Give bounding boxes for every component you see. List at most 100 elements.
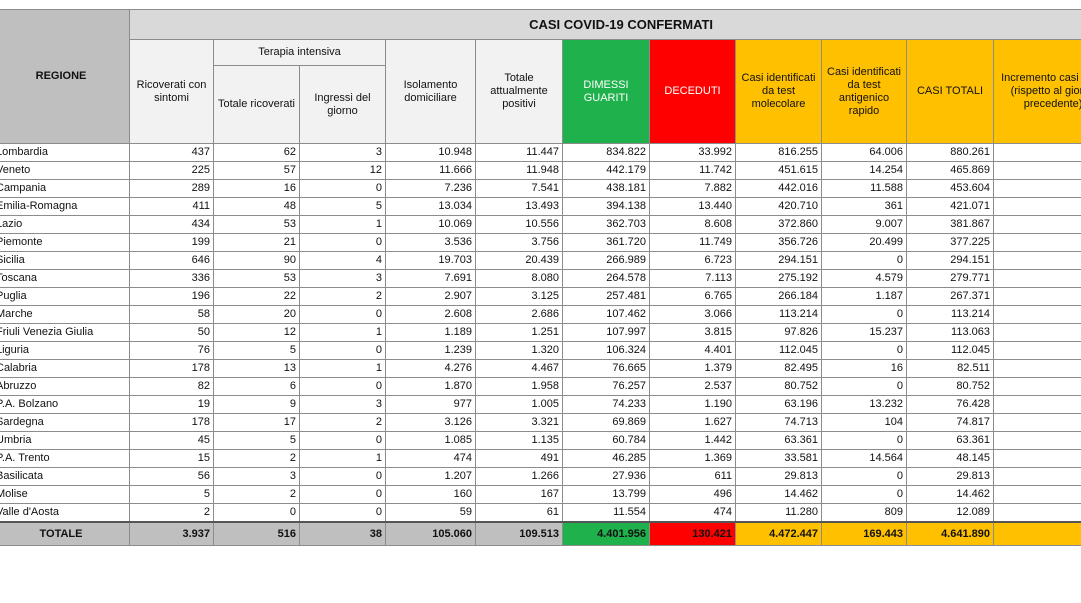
value-cell: 5: [299, 197, 386, 216]
value-cell: 17: [213, 413, 300, 432]
value-cell: 45: [129, 431, 214, 450]
table-row: P.A. Trento 15 2 1 474 491 46.285 1.369 33.581 14…: [0, 449, 1081, 468]
value-cell: 8.080: [475, 269, 563, 288]
header-regione: REGIONE: [0, 9, 130, 144]
value-cell: 97.826: [735, 323, 822, 342]
value-cell: 80.752: [735, 377, 822, 396]
value-cell: 7.882: [649, 179, 736, 198]
value-cell: 74.713: [735, 413, 822, 432]
value-cell: 4: [299, 251, 386, 270]
table-row: Umbria45501.0851.13560.7841.44263.361063…: [0, 431, 1081, 450]
value-cell: 2: [213, 449, 300, 468]
value-cell: 69.869: [562, 413, 650, 432]
value-cell: 10.948: [385, 143, 476, 162]
value-cell: 280: [992, 197, 1081, 216]
value-cell: 2: [299, 413, 386, 432]
value-cell: 1: [992, 485, 1081, 504]
value-cell: 29.813: [735, 467, 822, 486]
value-cell: 83: [992, 305, 1081, 324]
value-cell: 62: [213, 143, 300, 162]
value-cell: 2: [213, 485, 300, 504]
value-cell: 59: [992, 341, 1081, 360]
header-isolamento: Isolamento domiciliare: [385, 39, 476, 144]
region-cell: Puglia: [0, 287, 130, 306]
value-cell: 0: [821, 305, 907, 324]
value-cell: 0: [821, 431, 907, 450]
region-cell: Veneto: [0, 161, 130, 180]
value-cell: 61: [475, 503, 563, 523]
value-cell: 82.495: [735, 359, 822, 378]
value-cell: 0: [821, 485, 907, 504]
value-cell: 12: [213, 323, 300, 342]
value-cell: 438.181: [562, 179, 650, 198]
value-cell: 6: [213, 377, 300, 396]
value-cell: 1.369: [649, 449, 736, 468]
value-cell: 474: [385, 449, 476, 468]
value-cell: 0: [299, 179, 386, 198]
value-cell: 80.752: [906, 377, 994, 396]
table-row: Friuli Venezia Giulia 50 12 1 1.189 1.251 107.…: [0, 323, 1081, 342]
value-cell: 107.997: [562, 323, 650, 342]
value-cell: 1.442: [649, 431, 736, 450]
value-cell: 56: [129, 467, 214, 486]
value-cell: 6.765: [649, 287, 736, 306]
value-cell: 33.581: [735, 449, 822, 468]
value-cell: 12: [299, 161, 386, 180]
value-cell: 196: [129, 287, 214, 306]
value-cell: 1.187: [821, 287, 907, 306]
header-ricoverati: Ricoverati con sintomi: [129, 39, 214, 144]
value-cell: 11.742: [649, 161, 736, 180]
value-cell: 74.817: [906, 413, 994, 432]
value-cell: 236: [992, 179, 1081, 198]
value-cell: 465.869: [906, 161, 994, 180]
value-cell: 1.320: [475, 341, 563, 360]
value-cell: 275.192: [735, 269, 822, 288]
value-cell: 6: [992, 503, 1081, 523]
table-row: Veneto225571211.66611.948442.17911.74245…: [0, 161, 1081, 180]
value-cell: 58: [992, 395, 1081, 414]
value-cell: 215: [992, 269, 1081, 288]
value-cell: 14.462: [906, 485, 994, 504]
value-cell: 0: [299, 467, 386, 486]
value-cell: 82.511: [906, 359, 994, 378]
value-cell: 4.276: [385, 359, 476, 378]
header-title: CASI COVID-19 CONFERMATI: [128, 9, 1081, 40]
value-cell: 0: [213, 503, 300, 523]
table-row: P.A. Bolzano 19 9 3 977 1.005 74.233 1.190 63.19…: [0, 395, 1081, 414]
value-cell: 76.428: [906, 395, 994, 414]
value-cell: 420.710: [735, 197, 822, 216]
table-row: Lombardia 437 62 3 10.948 11.447 834.822 33.992…: [0, 143, 1081, 162]
table-row: Calabria 178 13 1 4.276 4.467 76.665 1.379 82.49…: [0, 359, 1081, 378]
header-ingressi: Ingressi del giorno: [299, 65, 386, 144]
value-cell: 59: [385, 503, 476, 523]
value-cell: 3.126: [385, 413, 476, 432]
value-cell: 38: [992, 323, 1081, 342]
value-cell: 63.361: [906, 431, 994, 450]
region-cell: Marche: [0, 305, 130, 324]
value-cell: 106.324: [562, 341, 650, 360]
header-casi-totali: CASI TOTALI: [906, 39, 994, 144]
table-body: Lombardia 437 62 3 10.948 11.447 834.822 33.992…: [0, 143, 1081, 546]
region-cell: Friuli Venezia Giulia: [0, 323, 130, 342]
table-row: Sardegna 178 17 2 3.126 3.321 69.869 1.627 74.71…: [0, 413, 1081, 432]
value-cell: 834.822: [562, 143, 650, 162]
value-cell: 1.190: [649, 395, 736, 414]
value-cell: 474: [649, 503, 736, 523]
value-cell: 816.255: [735, 143, 822, 162]
table-row: Abruzzo 82 6 0 1.870 1.958 76.257 2.537 80.752 0 8…: [0, 377, 1081, 396]
value-cell: 178: [129, 413, 214, 432]
value-cell: 1.627: [649, 413, 736, 432]
value-cell: 0: [821, 251, 907, 270]
value-cell: 301: [992, 215, 1081, 234]
value-cell: 13.034: [385, 197, 476, 216]
value-cell: 2.537: [649, 377, 736, 396]
value-cell: 107.462: [562, 305, 650, 324]
value-cell: 3: [299, 395, 386, 414]
value-cell: 2: [129, 503, 214, 523]
region-cell: Sardegna: [0, 413, 130, 432]
value-cell: 113.214: [735, 305, 822, 324]
value-cell: 21: [213, 233, 300, 252]
value-cell: 289: [129, 179, 214, 198]
value-cell: 0: [299, 341, 386, 360]
value-cell: 63.361: [735, 431, 822, 450]
